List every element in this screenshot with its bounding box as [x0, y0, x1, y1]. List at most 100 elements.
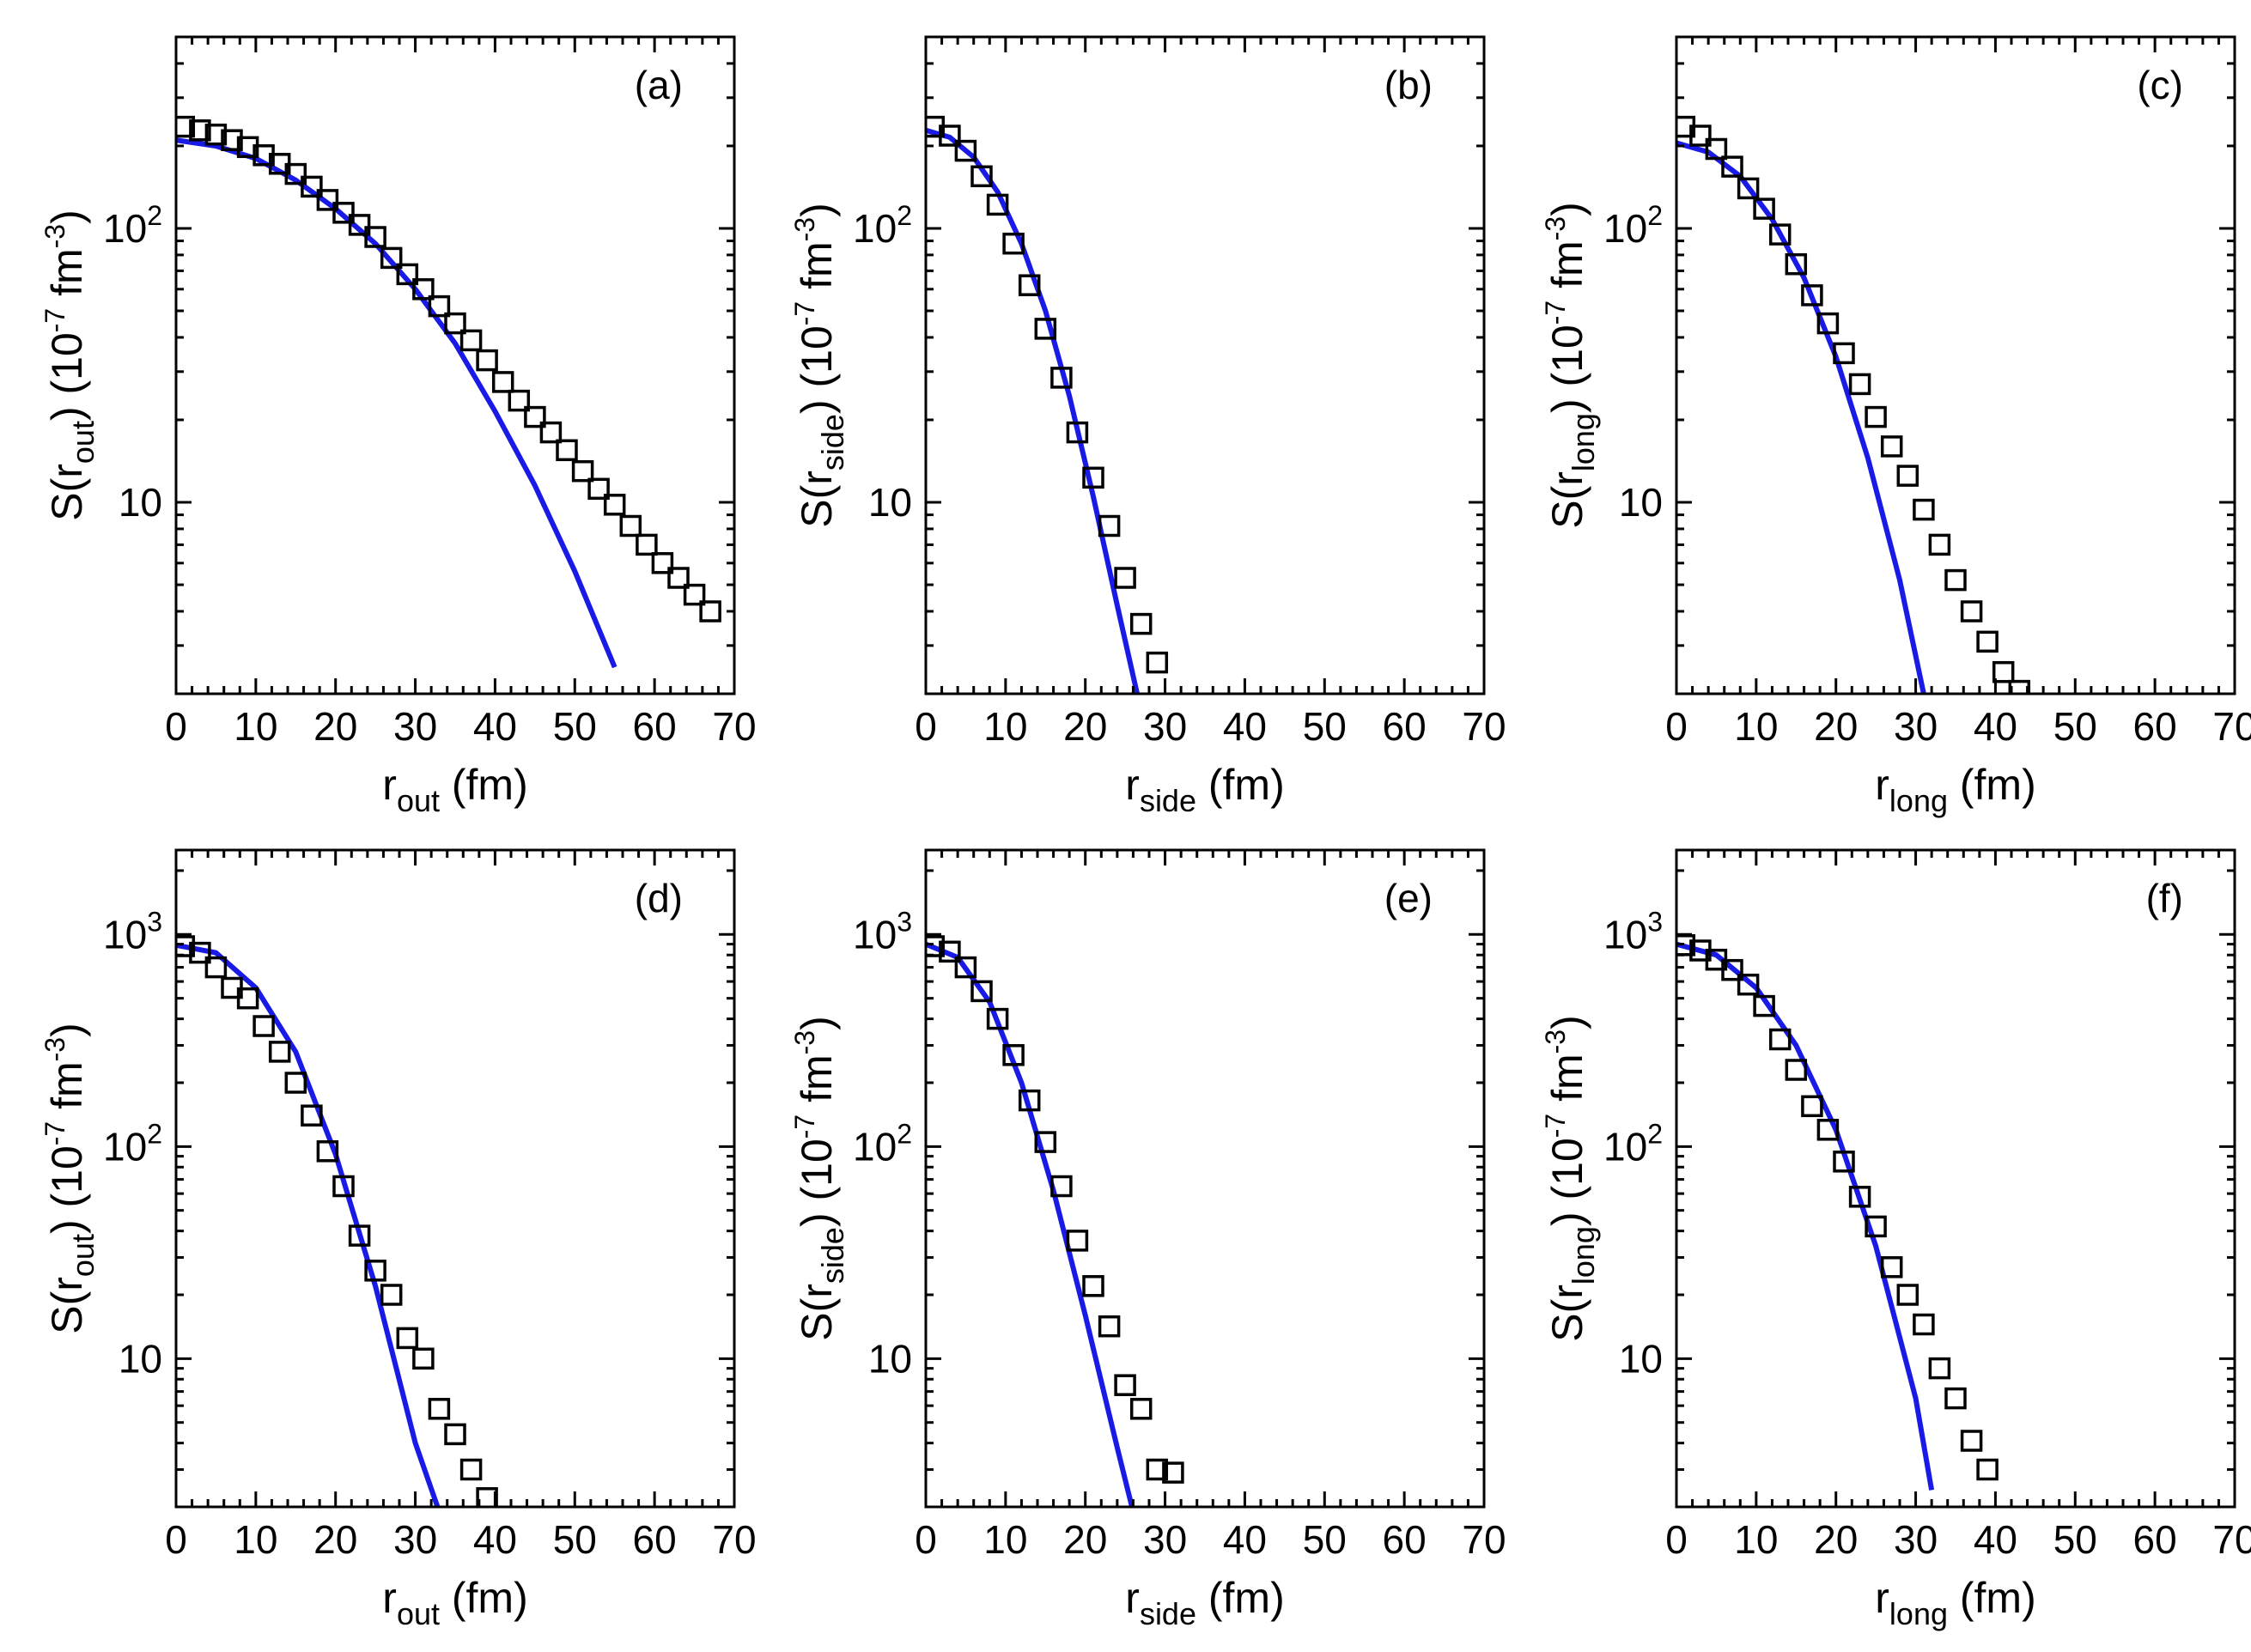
data-point	[1944, 1387, 1967, 1410]
data-point	[1913, 498, 1935, 521]
x-axis-title: rout (fm)	[382, 1574, 527, 1631]
x-tick-label: 60	[2133, 1517, 2177, 1562]
x-tick-label: 70	[2212, 704, 2251, 749]
data-point	[1753, 197, 1775, 220]
data-point	[970, 165, 993, 188]
data-point	[1146, 651, 1169, 674]
data-point	[970, 980, 993, 1003]
plot-frame	[1675, 35, 2236, 695]
data-point	[1833, 342, 1855, 365]
x-tick-label: 70	[712, 1517, 756, 1562]
data-point	[556, 439, 578, 462]
data-point	[1066, 1230, 1089, 1252]
data-point	[332, 1175, 355, 1198]
data-point	[301, 1104, 323, 1127]
data-point	[926, 935, 946, 957]
data-point	[1034, 1131, 1057, 1153]
x-axis-title: rside (fm)	[1125, 761, 1284, 818]
panel-label: (f)	[2146, 876, 2183, 920]
y-axis-title: S(rout) (10-7 fm-3)	[40, 210, 100, 521]
data-point	[176, 935, 196, 957]
data-point	[189, 941, 211, 964]
data-point	[221, 129, 243, 151]
y-tick-label: 10	[868, 1336, 912, 1381]
x-tick-label: 20	[1814, 1517, 1858, 1562]
x-tick-label: 70	[1462, 704, 1506, 749]
x-tick-label: 40	[1223, 1517, 1267, 1562]
data-point	[284, 162, 307, 185]
data-point	[1816, 312, 1840, 335]
data-point	[1098, 514, 1121, 538]
y-tick-label: 10	[1619, 480, 1663, 525]
panel-c: 0 10 20 30 40 50 60 70 10 102 (c) rlong (fm) S(rlong…	[1540, 35, 2251, 818]
data-point	[396, 1327, 419, 1350]
data-point	[1816, 1119, 1840, 1141]
data-point	[428, 295, 451, 318]
x-tick-label: 20	[1063, 1517, 1107, 1562]
x-tick-label: 30	[1894, 704, 1938, 749]
data-point	[1050, 1175, 1073, 1198]
x-tick-label: 50	[553, 1517, 597, 1562]
y-tick-label: 103	[853, 906, 912, 957]
data-point	[428, 1398, 451, 1420]
x-tick-label: 50	[1303, 704, 1347, 749]
data-point	[1002, 1044, 1025, 1066]
y-axis-title: S(rside) (10-7 fm-3)	[789, 1016, 850, 1341]
data-point	[189, 119, 211, 142]
data-point	[284, 1072, 307, 1094]
x-axis-title: rout (fm)	[382, 761, 527, 818]
data-point	[316, 1140, 339, 1163]
panel-a: 0 10 20 30 40 50 60 70 10 102 (a) rout (fm) S(rout) …	[40, 35, 757, 818]
data-point	[1705, 137, 1728, 161]
data-point	[1129, 1398, 1153, 1420]
data-point	[1082, 1275, 1104, 1297]
data-point	[412, 1347, 435, 1370]
x-tick-label: 70	[1462, 1517, 1506, 1562]
plot-frame	[924, 35, 1486, 695]
data-point	[619, 514, 642, 538]
data-point	[1896, 465, 1919, 487]
data-point	[176, 115, 196, 138]
x-tick-label: 30	[1143, 704, 1187, 749]
x-tick-label: 0	[1665, 1517, 1688, 1562]
data-point	[1801, 1095, 1823, 1118]
y-axis-title: S(rlong) (10-7 fm-3)	[1540, 1015, 1601, 1342]
data-point	[954, 139, 977, 162]
data-point	[459, 329, 483, 352]
x-tick-label: 60	[633, 1517, 677, 1562]
x-tick-label: 50	[2053, 1517, 2097, 1562]
y-tick-label: 10	[868, 480, 912, 525]
y-tick-label: 102	[103, 200, 162, 251]
data-point	[1976, 1458, 1999, 1481]
data-point	[571, 459, 594, 483]
data-point	[252, 1015, 275, 1037]
x-tick-label: 10	[1734, 704, 1778, 749]
x-tick-label: 30	[393, 1517, 437, 1562]
x-tick-label: 10	[234, 704, 277, 749]
data-point	[364, 226, 386, 248]
panel-label: (a)	[635, 63, 683, 107]
data-point	[1162, 1461, 1184, 1484]
y-tick-label: 102	[103, 1118, 162, 1169]
y-axis-title: S(rside) (10-7 fm-3)	[789, 203, 850, 528]
data-point	[476, 1487, 498, 1507]
data-point	[1880, 1256, 1903, 1278]
data-point	[524, 405, 546, 428]
data-point	[986, 193, 1009, 216]
data-point	[2008, 679, 2031, 694]
plot-frame	[174, 848, 736, 1509]
data-point	[1833, 1151, 1855, 1173]
data-point	[1801, 284, 1823, 307]
x-tick-label: 10	[983, 704, 1027, 749]
data-point	[1960, 600, 1983, 623]
x-tick-label: 70	[712, 704, 756, 749]
data-point	[1721, 155, 1743, 178]
panel-f: 0 10 20 30 40 50 60 70 10 102 103 (f) rlong (fm) S(rl…	[1540, 848, 2251, 1631]
data-point	[1992, 660, 2015, 683]
data-point	[1768, 1028, 1792, 1051]
data-point	[1737, 973, 1760, 996]
x-tick-label: 40	[1974, 704, 2017, 749]
data-point	[1913, 1313, 1935, 1336]
data-point	[939, 125, 961, 147]
x-axis-title: rlong (fm)	[1875, 1574, 2035, 1631]
